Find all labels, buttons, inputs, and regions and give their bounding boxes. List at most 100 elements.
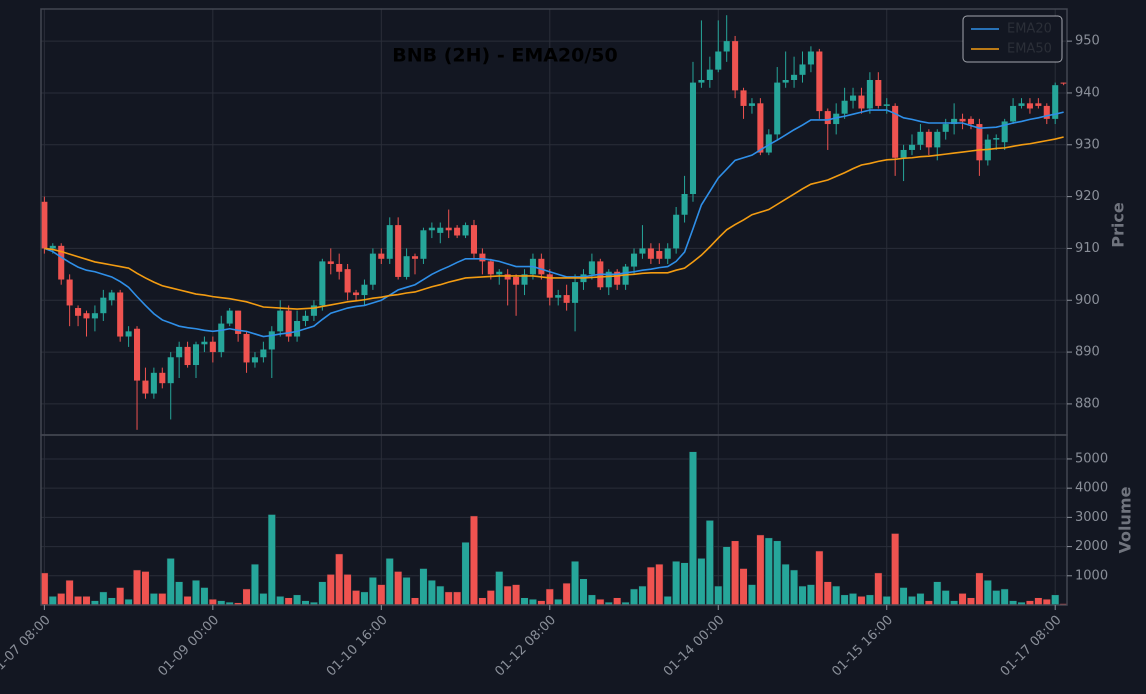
- candle-body: [664, 248, 671, 259]
- volume-bar: [267, 514, 276, 606]
- volume-bar: [857, 595, 866, 606]
- volume-bar: [191, 579, 201, 606]
- volume-bar: [427, 579, 436, 606]
- candle-body: [462, 225, 469, 236]
- volume-bar: [840, 594, 849, 606]
- candle-body: [479, 253, 486, 262]
- candle-body: [715, 51, 722, 70]
- candle-body: [673, 214, 680, 249]
- candle-body: [336, 263, 343, 272]
- volume-bar: [351, 590, 361, 606]
- legend-box: [962, 15, 1063, 63]
- candle-body: [268, 331, 275, 350]
- volume-bar: [343, 574, 352, 606]
- volume-bar: [983, 579, 992, 606]
- candle-body: [192, 344, 200, 366]
- candle-body: [327, 261, 334, 264]
- candle-body: [411, 256, 419, 259]
- volume-bar: [65, 579, 74, 606]
- y-tick-label: 1000: [1075, 568, 1108, 583]
- candle-body: [445, 227, 452, 231]
- candle-body: [100, 297, 107, 314]
- candle-body: [546, 274, 553, 298]
- candle-body: [496, 271, 503, 275]
- candle-body: [487, 261, 494, 275]
- volume-bar: [276, 595, 285, 606]
- candle-body: [614, 271, 621, 285]
- candle-body: [572, 282, 579, 303]
- volume-bar: [208, 598, 217, 606]
- volume-bar: [781, 563, 790, 606]
- volume-bar: [73, 595, 83, 606]
- volume-bar: [124, 598, 133, 606]
- volume-bar: [570, 560, 580, 606]
- candle-body: [807, 51, 814, 65]
- volume-frame: [40, 434, 1068, 606]
- candle-body: [698, 80, 705, 83]
- candle-body: [841, 100, 848, 114]
- volume-bar: [705, 519, 714, 606]
- volume-bar: [554, 598, 563, 606]
- volume-bar: [503, 585, 512, 606]
- candle-body: [49, 245, 56, 249]
- volume-bar: [646, 566, 655, 606]
- volume-bar: [461, 541, 470, 606]
- candle-body: [858, 95, 865, 109]
- candle-body: [133, 328, 141, 381]
- volume-bar: [402, 576, 411, 606]
- volume-bar: [579, 578, 588, 606]
- volume-bar: [183, 595, 192, 606]
- candle-body: [150, 372, 157, 394]
- y-tick-label: 900: [1075, 293, 1100, 308]
- volume-bar: [680, 562, 689, 606]
- volume-bar: [874, 572, 883, 606]
- volume-bar: [545, 588, 554, 606]
- y-tick-label: 880: [1075, 396, 1100, 411]
- candle-body: [959, 118, 966, 122]
- candle-body: [706, 69, 713, 80]
- volume-bar: [629, 588, 639, 606]
- volume-bar: [722, 546, 731, 606]
- volume-bar: [739, 568, 748, 606]
- candle-body: [294, 320, 301, 337]
- candle-body: [1035, 103, 1042, 106]
- y-tick-label: 890: [1075, 345, 1100, 360]
- candle-body: [883, 104, 890, 106]
- volume-bar: [1000, 588, 1009, 606]
- volume-bar: [107, 597, 116, 606]
- volume-bar: [764, 537, 773, 606]
- volume-bar: [132, 569, 142, 606]
- volume-bar: [318, 581, 327, 606]
- volume-bar: [512, 584, 521, 606]
- candle-body: [58, 245, 65, 280]
- volume-bar: [899, 587, 908, 606]
- volume-bar: [385, 557, 394, 606]
- candle-body: [925, 131, 932, 148]
- candle-body: [816, 51, 823, 112]
- volume-bar: [436, 585, 445, 606]
- volume-bar: [882, 595, 891, 606]
- candle-body: [125, 331, 132, 337]
- candle-body: [824, 111, 831, 125]
- volume-bar: [907, 595, 917, 606]
- candle-body: [344, 269, 351, 293]
- candle-body: [951, 118, 958, 125]
- candle-body: [159, 372, 166, 384]
- candle-body: [892, 105, 899, 158]
- candle-body: [513, 276, 520, 285]
- candle-body: [934, 131, 941, 148]
- candle-body: [108, 292, 115, 301]
- candle-body: [361, 284, 368, 296]
- volume-bar: [368, 576, 377, 606]
- candle-body: [1043, 105, 1050, 119]
- volume-bar: [166, 557, 175, 606]
- candle-body: [647, 248, 654, 259]
- candle-body: [302, 315, 309, 321]
- candle-body: [310, 305, 317, 316]
- candle-body: [437, 227, 444, 233]
- volume-bar: [469, 515, 479, 606]
- volume-bar: [478, 597, 487, 606]
- legend-label: EMA50: [1007, 42, 1052, 57]
- candle-body: [723, 41, 730, 52]
